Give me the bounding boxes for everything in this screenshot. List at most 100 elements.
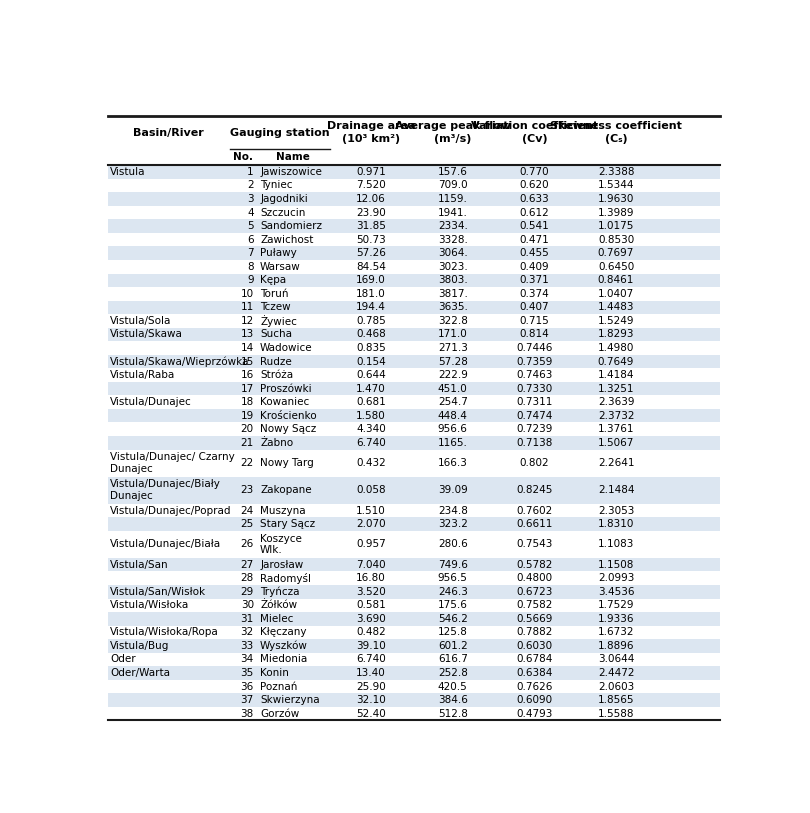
Text: Basin/River: Basin/River — [134, 128, 204, 137]
Text: Muszyna: Muszyna — [260, 506, 305, 515]
Text: 546.2: 546.2 — [438, 614, 467, 624]
Text: 3023.: 3023. — [438, 262, 467, 272]
Bar — [108, 246, 719, 260]
Text: 601.2: 601.2 — [438, 641, 467, 651]
Text: 0.633: 0.633 — [519, 194, 549, 204]
Text: 11: 11 — [241, 302, 254, 312]
Text: 0.6384: 0.6384 — [516, 668, 552, 678]
Text: Name: Name — [276, 152, 310, 162]
Text: 2.3053: 2.3053 — [598, 506, 634, 515]
Text: 50.73: 50.73 — [356, 235, 386, 245]
Text: Zakopane: Zakopane — [260, 485, 312, 495]
Text: 3.4536: 3.4536 — [598, 587, 634, 597]
Bar — [108, 328, 719, 341]
Text: Miedonia: Miedonia — [260, 654, 307, 664]
Bar — [108, 220, 719, 233]
Text: 7.040: 7.040 — [356, 559, 386, 570]
Text: Nowy Sącz: Nowy Sącz — [260, 424, 317, 434]
Bar — [108, 436, 719, 450]
Text: No.: No. — [233, 152, 253, 162]
Text: Żabno: Żabno — [260, 438, 293, 448]
Text: 1.1508: 1.1508 — [598, 559, 634, 570]
Text: 1.510: 1.510 — [356, 506, 386, 515]
Text: 1.0407: 1.0407 — [598, 289, 634, 299]
Text: 0.468: 0.468 — [356, 329, 386, 340]
Text: Vistula/Skawa: Vistula/Skawa — [110, 329, 183, 340]
Text: 39.09: 39.09 — [438, 485, 467, 495]
Text: 0.7359: 0.7359 — [516, 357, 552, 367]
Text: Skwierzyna: Skwierzyna — [260, 695, 320, 705]
Text: 26: 26 — [241, 539, 254, 550]
Text: 20: 20 — [241, 424, 254, 434]
Text: 0.7463: 0.7463 — [516, 370, 552, 380]
Bar — [108, 423, 719, 436]
Text: 271.3: 271.3 — [438, 343, 467, 353]
Text: 0.8530: 0.8530 — [598, 235, 634, 245]
Bar — [108, 354, 719, 368]
Text: 22: 22 — [241, 458, 254, 468]
Text: Vistula/San/Wisłok: Vistula/San/Wisłok — [110, 587, 207, 597]
Text: 322.8: 322.8 — [438, 316, 467, 326]
Bar — [108, 301, 719, 314]
Text: 0.407: 0.407 — [519, 302, 549, 312]
Text: 2.3639: 2.3639 — [598, 398, 634, 407]
Text: 0.7138: 0.7138 — [516, 438, 552, 448]
Text: 0.058: 0.058 — [356, 485, 386, 495]
Text: 15: 15 — [241, 357, 254, 367]
Text: 16: 16 — [241, 370, 254, 380]
Text: 1.4184: 1.4184 — [598, 370, 634, 380]
Text: 28: 28 — [241, 573, 254, 583]
Text: 35: 35 — [241, 668, 254, 678]
Text: 956.5: 956.5 — [438, 573, 467, 583]
Bar — [108, 558, 719, 572]
Text: Vistula/Dunajec/Biały
Dunajec: Vistula/Dunajec/Biały Dunajec — [110, 480, 221, 501]
Text: 23: 23 — [241, 485, 254, 495]
Bar — [108, 395, 719, 409]
Text: Radomyśl: Radomyśl — [260, 572, 311, 584]
Text: 451.0: 451.0 — [438, 384, 467, 393]
Text: Nowy Targ: Nowy Targ — [260, 458, 313, 468]
Text: Szczucin: Szczucin — [260, 207, 305, 218]
Text: Vistula/Sola: Vistula/Sola — [110, 316, 172, 326]
Text: Stary Sącz: Stary Sącz — [260, 519, 315, 529]
Text: Kłęczany: Kłęczany — [260, 628, 306, 637]
Text: Sandomierz: Sandomierz — [260, 221, 322, 231]
Text: 3817.: 3817. — [438, 289, 467, 299]
Text: 181.0: 181.0 — [356, 289, 386, 299]
Text: 0.644: 0.644 — [356, 370, 386, 380]
Text: Vistula/Skawa/Wieprzówka: Vistula/Skawa/Wieprzówka — [110, 356, 249, 367]
Text: 39.10: 39.10 — [356, 641, 386, 651]
Text: 175.6: 175.6 — [438, 600, 467, 611]
Text: 52.40: 52.40 — [356, 709, 386, 719]
Text: 0.374: 0.374 — [519, 289, 549, 299]
Text: Wyszków: Wyszków — [260, 641, 308, 651]
Text: 0.7582: 0.7582 — [516, 600, 552, 611]
Bar — [108, 260, 719, 273]
Text: 0.8245: 0.8245 — [516, 485, 552, 495]
Text: 0.770: 0.770 — [519, 167, 549, 177]
Bar — [108, 450, 719, 476]
Text: 1.4980: 1.4980 — [598, 343, 634, 353]
Text: 246.3: 246.3 — [438, 587, 467, 597]
Bar — [108, 667, 719, 680]
Bar — [108, 572, 719, 585]
Text: 0.4800: 0.4800 — [516, 573, 552, 583]
Text: Skewness coefficient
(Cₛ): Skewness coefficient (Cₛ) — [550, 121, 682, 144]
Text: 1.470: 1.470 — [356, 384, 386, 393]
Text: 1.7529: 1.7529 — [598, 600, 634, 611]
Text: Vistula/San: Vistula/San — [110, 559, 168, 570]
Text: 0.8461: 0.8461 — [598, 276, 634, 285]
Text: 23.90: 23.90 — [356, 207, 386, 218]
Text: 6: 6 — [247, 235, 254, 245]
Bar — [108, 531, 719, 558]
Text: Kowaniec: Kowaniec — [260, 398, 309, 407]
Text: 1.5067: 1.5067 — [598, 438, 634, 448]
Text: 0.7649: 0.7649 — [598, 357, 634, 367]
Text: 57.28: 57.28 — [438, 357, 467, 367]
Text: Vistula/Dunajec/Biała: Vistula/Dunajec/Biała — [110, 539, 221, 550]
Text: Stróża: Stróża — [260, 370, 293, 380]
Text: 234.8: 234.8 — [438, 506, 467, 515]
Text: 254.7: 254.7 — [438, 398, 467, 407]
Bar — [108, 341, 719, 354]
Text: 7.520: 7.520 — [356, 180, 386, 190]
